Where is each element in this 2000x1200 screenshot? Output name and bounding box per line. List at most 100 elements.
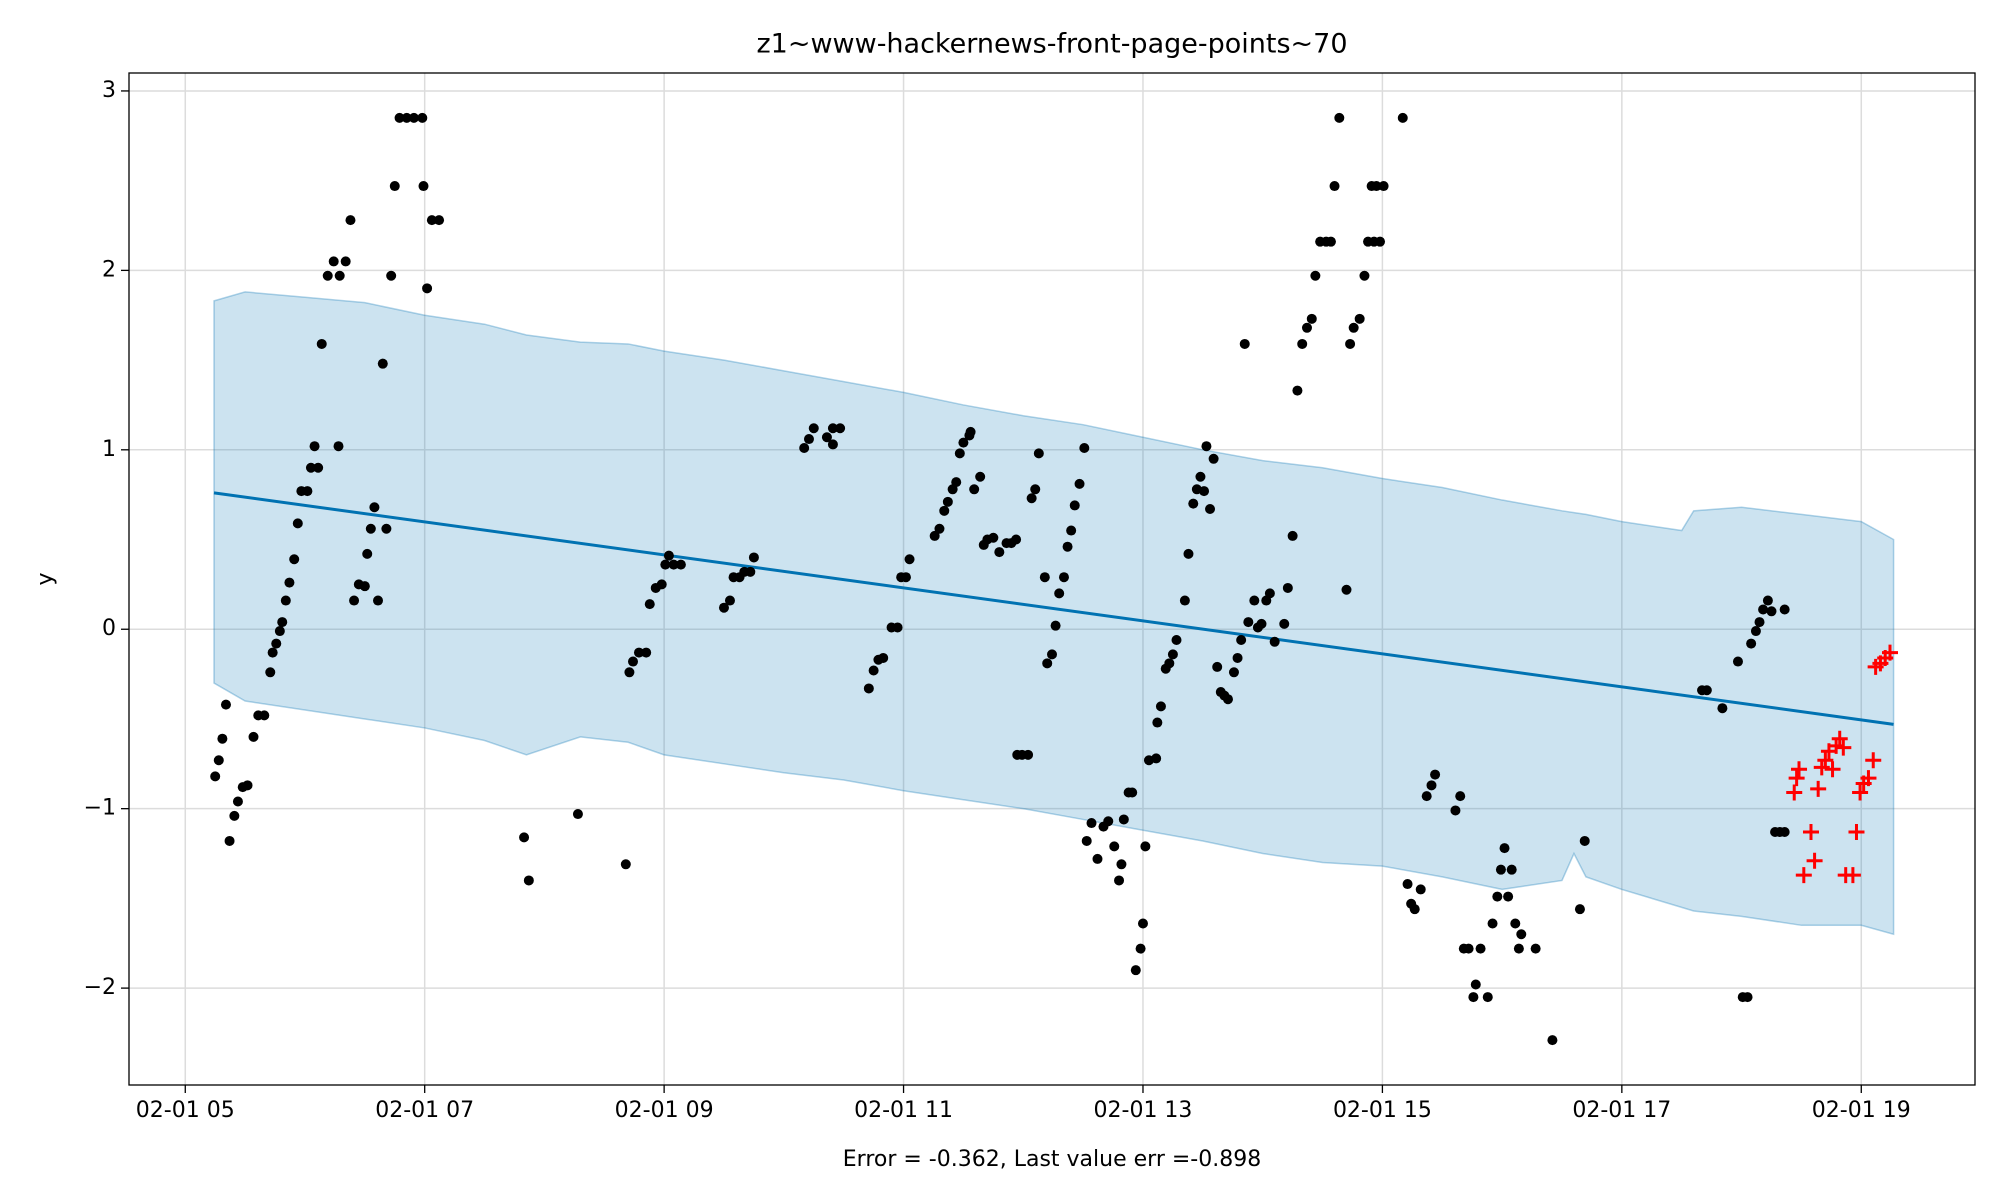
data-point — [1103, 816, 1114, 827]
data-point — [934, 523, 945, 534]
data-point — [1011, 534, 1022, 545]
data-point — [401, 112, 412, 123]
data-point — [644, 599, 655, 610]
test-point — [1844, 867, 1861, 884]
data-point — [675, 559, 686, 570]
data-point — [965, 426, 976, 437]
x-tick-label: 02-01 09 — [615, 1098, 714, 1123]
data-point — [1746, 638, 1757, 649]
data-point — [975, 471, 986, 482]
data-point — [220, 699, 231, 710]
data-point — [1325, 236, 1336, 247]
x-tick-label: 02-01 11 — [854, 1098, 953, 1123]
data-point — [1766, 606, 1777, 617]
data-point — [1279, 618, 1290, 629]
data-point — [271, 638, 282, 649]
data-point — [969, 484, 980, 495]
trend-line — [213, 491, 1894, 726]
data-point — [1047, 649, 1057, 660]
data-point — [1450, 805, 1461, 816]
data-point — [1069, 500, 1080, 511]
data-point — [633, 647, 644, 658]
data-point — [835, 423, 846, 434]
data-point — [1516, 929, 1527, 940]
data-point — [1199, 486, 1210, 497]
data-point — [408, 112, 419, 123]
test-point — [1802, 824, 1819, 840]
data-point — [1039, 572, 1050, 583]
data-point — [1409, 904, 1420, 915]
data-point — [878, 652, 889, 663]
data-point — [1179, 595, 1190, 606]
test-point — [1795, 867, 1812, 884]
data-point — [748, 552, 759, 563]
data-point — [322, 270, 333, 281]
data-point — [1732, 656, 1743, 667]
y-tick-label: 1 — [102, 437, 116, 462]
data-point — [1256, 618, 1267, 629]
data-point — [1750, 626, 1761, 637]
test-point — [1860, 770, 1877, 787]
data-point — [1547, 1035, 1558, 1046]
data-point — [1487, 918, 1498, 929]
data-point — [217, 733, 228, 744]
data-point — [863, 683, 874, 694]
data-point — [892, 622, 903, 633]
x-tick-label: 02-01 13 — [1094, 1098, 1193, 1123]
data-point — [1513, 943, 1524, 954]
y-tick-label: 3 — [102, 78, 116, 103]
data-point — [668, 559, 679, 570]
x-tick-label: 02-01 07 — [375, 1098, 474, 1123]
data-point — [1239, 338, 1250, 349]
data-point — [229, 810, 240, 821]
data-point — [1130, 965, 1141, 976]
data-point — [280, 595, 291, 606]
data-point — [242, 780, 253, 791]
data-point — [1183, 548, 1194, 559]
data-point — [1092, 853, 1103, 864]
data-point — [1195, 471, 1206, 482]
test-point — [1817, 752, 1834, 769]
y-tick-label: −1 — [84, 796, 116, 821]
data-point — [1329, 181, 1340, 192]
data-point — [745, 566, 756, 577]
data-point — [1348, 322, 1359, 333]
test-point — [1813, 759, 1830, 776]
data-point — [224, 835, 235, 846]
data-point — [1023, 749, 1034, 760]
data-point — [381, 523, 392, 534]
data-point — [1402, 879, 1413, 890]
data-point — [1530, 943, 1541, 954]
data-point — [340, 256, 351, 267]
data-point — [394, 112, 405, 123]
test-point — [1848, 824, 1865, 840]
data-point — [302, 486, 313, 497]
data-point — [994, 547, 1005, 558]
data-point — [1499, 843, 1510, 854]
data-point — [1758, 604, 1769, 615]
data-point — [1717, 703, 1728, 714]
data-point — [418, 181, 429, 192]
test-point — [1828, 737, 1845, 754]
data-point — [724, 595, 735, 606]
data-point — [349, 595, 360, 606]
data-point — [333, 441, 344, 452]
data-point — [1506, 864, 1517, 875]
data-point — [939, 505, 950, 516]
data-point — [1050, 620, 1061, 631]
data-point — [1468, 992, 1479, 1003]
data-point — [1579, 835, 1590, 846]
data-point — [334, 270, 345, 281]
data-point — [277, 617, 288, 628]
data-point — [248, 731, 259, 742]
data-point — [422, 283, 433, 294]
data-point — [1345, 338, 1356, 349]
data-point — [369, 502, 380, 513]
data-point — [827, 439, 838, 450]
test-point — [1882, 644, 1898, 661]
data-point — [1779, 604, 1790, 615]
data-point — [1287, 530, 1298, 541]
test-point — [1806, 852, 1823, 869]
data-point — [373, 595, 384, 606]
